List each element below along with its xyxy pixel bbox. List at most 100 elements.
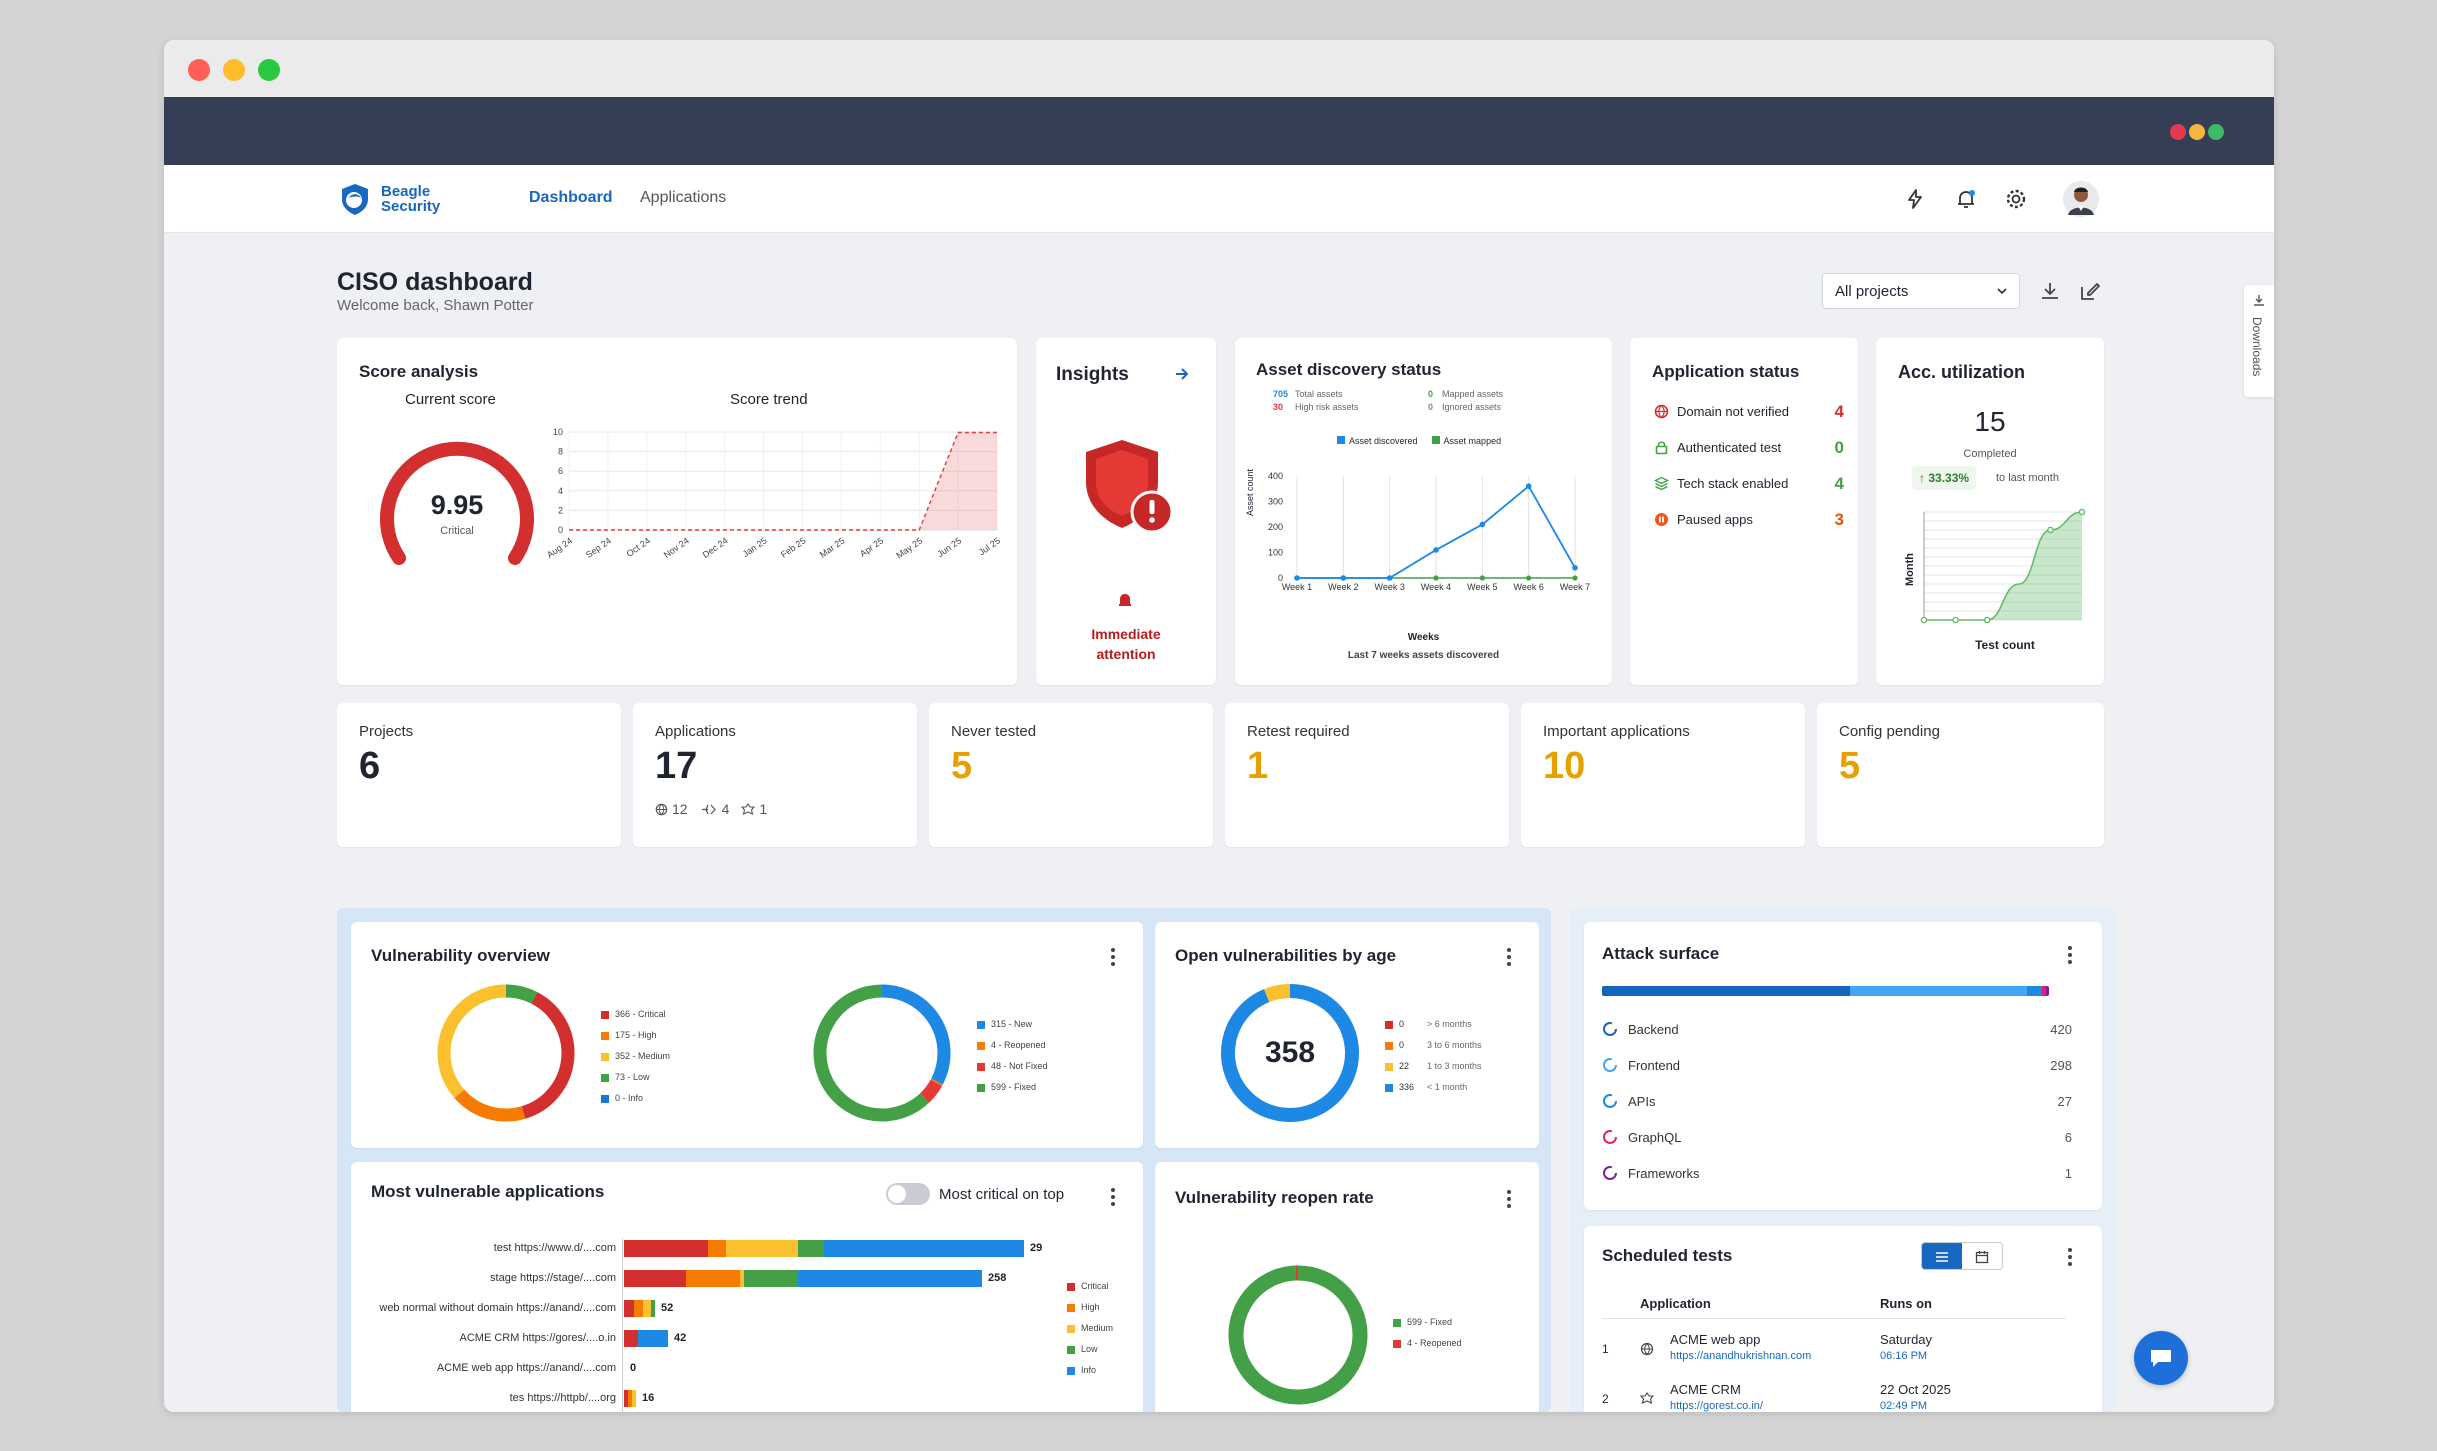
app-bar-row[interactable]: stage https://stage/....com 258 [351, 1268, 1051, 1288]
age-legend: 0 > 6 months 0 3 to 6 months 22 1 to 3 months… [1385, 1014, 1482, 1098]
lock-icon [1655, 441, 1668, 455]
bell-icon[interactable] [1954, 187, 1978, 211]
attack-surface-item[interactable]: Backend 420 [1602, 1018, 2072, 1040]
stat-card-never-tested[interactable]: Never tested 5 [929, 703, 1213, 847]
nav-dashboard[interactable]: Dashboard [529, 189, 613, 206]
legend-swatch [977, 1020, 985, 1029]
status-paused-apps[interactable]: Paused apps 3 [1654, 510, 1844, 532]
attack-surface-menu-icon[interactable] [2068, 946, 2072, 964]
legend-item: 0 - Info [601, 1088, 670, 1109]
high-risk-count: 30 [1273, 402, 1284, 412]
attack-surface-item[interactable]: GraphQL 6 [1602, 1126, 2072, 1148]
app-bar-segment [628, 1390, 632, 1407]
stat-card-applications[interactable]: Applications 17 12 4 1 [633, 703, 917, 847]
row-index: 1 [1602, 1342, 1609, 1356]
asset-discovery-card: Asset discovery status 705 Total assets 3… [1235, 338, 1612, 685]
progress-ring-arc [1603, 1166, 1617, 1180]
x-tick-label: Nov 24 [662, 535, 691, 560]
app-total: 0 [630, 1362, 637, 1374]
status-authenticated-test[interactable]: Authenticated test 0 [1654, 438, 1844, 460]
vulnerability-overview-menu-icon[interactable] [1111, 948, 1115, 966]
app-bar-segment [638, 1330, 668, 1347]
logo-text-line2: Security [381, 198, 441, 215]
app-bar-segment [740, 1270, 744, 1287]
legend-swatch [1385, 1083, 1393, 1092]
attack-bar-segment [2026, 986, 2043, 996]
minimize-window-button[interactable] [223, 59, 245, 81]
status-dot-yellow [2189, 124, 2205, 140]
app-bar-segment [798, 1240, 824, 1257]
legend-label: Low [1081, 1344, 1098, 1354]
legend-swatch [601, 1073, 609, 1082]
run-day: 22 Oct 2025 [1880, 1382, 1951, 1397]
x-tick-label: Oct 24 [625, 535, 652, 558]
app-name: ACME CRM [1670, 1382, 1741, 1397]
stat-card-projects[interactable]: Projects 6 [337, 703, 621, 847]
app-bar-row[interactable]: test https://www.d/....com 29 [351, 1238, 1051, 1258]
scheduled-tests-menu-icon[interactable] [2068, 1248, 2072, 1266]
app-bar-segment [798, 1270, 982, 1287]
x-tick-label: Week 7 [1560, 582, 1590, 592]
high-risk-label: High risk assets [1295, 402, 1359, 412]
vulnerabilities-by-age-menu-icon[interactable] [1507, 948, 1511, 966]
legend-asset-mapped-label: Asset mapped [1443, 436, 1502, 446]
attack-surface-item[interactable]: Frontend 298 [1602, 1054, 2072, 1076]
app-bar-row[interactable]: ACME web app https://anand/....com 0 [351, 1358, 1051, 1378]
download-report-icon[interactable] [2038, 279, 2062, 303]
scheduled-row[interactable]: 1 ACME web app https://anandhukrishnan.c… [1602, 1328, 2066, 1372]
asset-discovered-point [1386, 575, 1393, 581]
asset-stats-right: 0 Mapped assets 0 Ignored assets [1428, 388, 1503, 414]
scheduled-row[interactable]: 2 ACME CRM https://gorest.co.in/ 22 Oct … [1602, 1378, 2066, 1412]
status-domain-not-verified[interactable]: Domain not verified 4 [1654, 402, 1844, 424]
edit-dashboard-icon[interactable] [2078, 279, 2102, 303]
project-select[interactable]: All projects [1822, 273, 2020, 309]
close-window-button[interactable] [188, 59, 210, 81]
status-label: Paused apps [1677, 512, 1753, 527]
legend-item: 352 - Medium [601, 1046, 670, 1067]
maximize-window-button[interactable] [258, 59, 280, 81]
stat-card-important-applications[interactable]: Important applications 10 [1521, 703, 1805, 847]
attack-surface-item[interactable]: APIs 27 [1602, 1090, 2072, 1112]
legend-label: High [1081, 1302, 1100, 1312]
attack-surface-item[interactable]: Frameworks 1 [1602, 1162, 2072, 1184]
legend-item: 0 3 to 6 months [1385, 1035, 1482, 1056]
app-bar-row[interactable]: web normal without domain https://anand/… [351, 1298, 1051, 1318]
most-critical-toggle[interactable] [886, 1183, 930, 1205]
reopen-rate-title: Vulnerability reopen rate [1175, 1188, 1374, 1207]
app-bar-row[interactable]: ACME CRM https://gores/....o.in 42 [351, 1328, 1051, 1348]
arrow-right-icon[interactable] [1172, 364, 1192, 384]
lightning-icon[interactable] [1903, 187, 1927, 211]
app-url-link[interactable]: https://anandhukrishnan.com [1670, 1350, 1812, 1362]
app-bar-segment [624, 1240, 708, 1257]
chat-button[interactable] [2134, 1331, 2188, 1385]
nav-applications[interactable]: Applications [640, 189, 727, 206]
app-bar-row[interactable]: tes https://httpb/....org 16 [351, 1388, 1051, 1408]
attack-surface-title: Attack surface [1602, 944, 1720, 963]
downloads-side-tab[interactable]: Downloads [2244, 285, 2274, 397]
legend-label: 3 to 6 months [1427, 1040, 1482, 1050]
scheduled-tests-card: Scheduled tests Application Runs on 1 AC… [1584, 1226, 2102, 1412]
asset-stats-left: 705 Total assets 30 High risk assets [1273, 388, 1359, 414]
most-vulnerable-apps-menu-icon[interactable] [1111, 1188, 1115, 1206]
status-tech-stack-enabled[interactable]: Tech stack enabled 4 [1654, 474, 1844, 496]
legend-swatch [1067, 1324, 1075, 1333]
legend-label: 599 - Fixed [991, 1082, 1037, 1092]
app-bar-segment [708, 1240, 726, 1257]
legend-label: 599 - Fixed [1407, 1317, 1453, 1327]
app-url-link[interactable]: https://gorest.co.in/ [1670, 1400, 1763, 1412]
reopen-rate-menu-icon[interactable] [1507, 1190, 1511, 1208]
main-content: Downloads CISO dashboard Welcome back, S… [164, 233, 2274, 1412]
stat-card-retest-required[interactable]: Retest required 1 [1225, 703, 1509, 847]
list-view-button[interactable] [1922, 1243, 1962, 1269]
avatar[interactable] [2063, 181, 2099, 217]
age-donut [1221, 984, 1359, 1122]
legend-count: 0 [1399, 1040, 1405, 1050]
beagle-logo[interactable]: Beagle Security [337, 181, 440, 217]
gear-icon[interactable] [2004, 187, 2028, 211]
app-total: 258 [988, 1272, 1007, 1284]
calendar-view-button[interactable] [1962, 1243, 2002, 1269]
application-status-title: Application status [1652, 362, 1800, 381]
page-title: CISO dashboard [337, 268, 533, 296]
stat-card-config-pending[interactable]: Config pending 5 [1817, 703, 2104, 847]
legend-count: 22 [1399, 1061, 1410, 1071]
